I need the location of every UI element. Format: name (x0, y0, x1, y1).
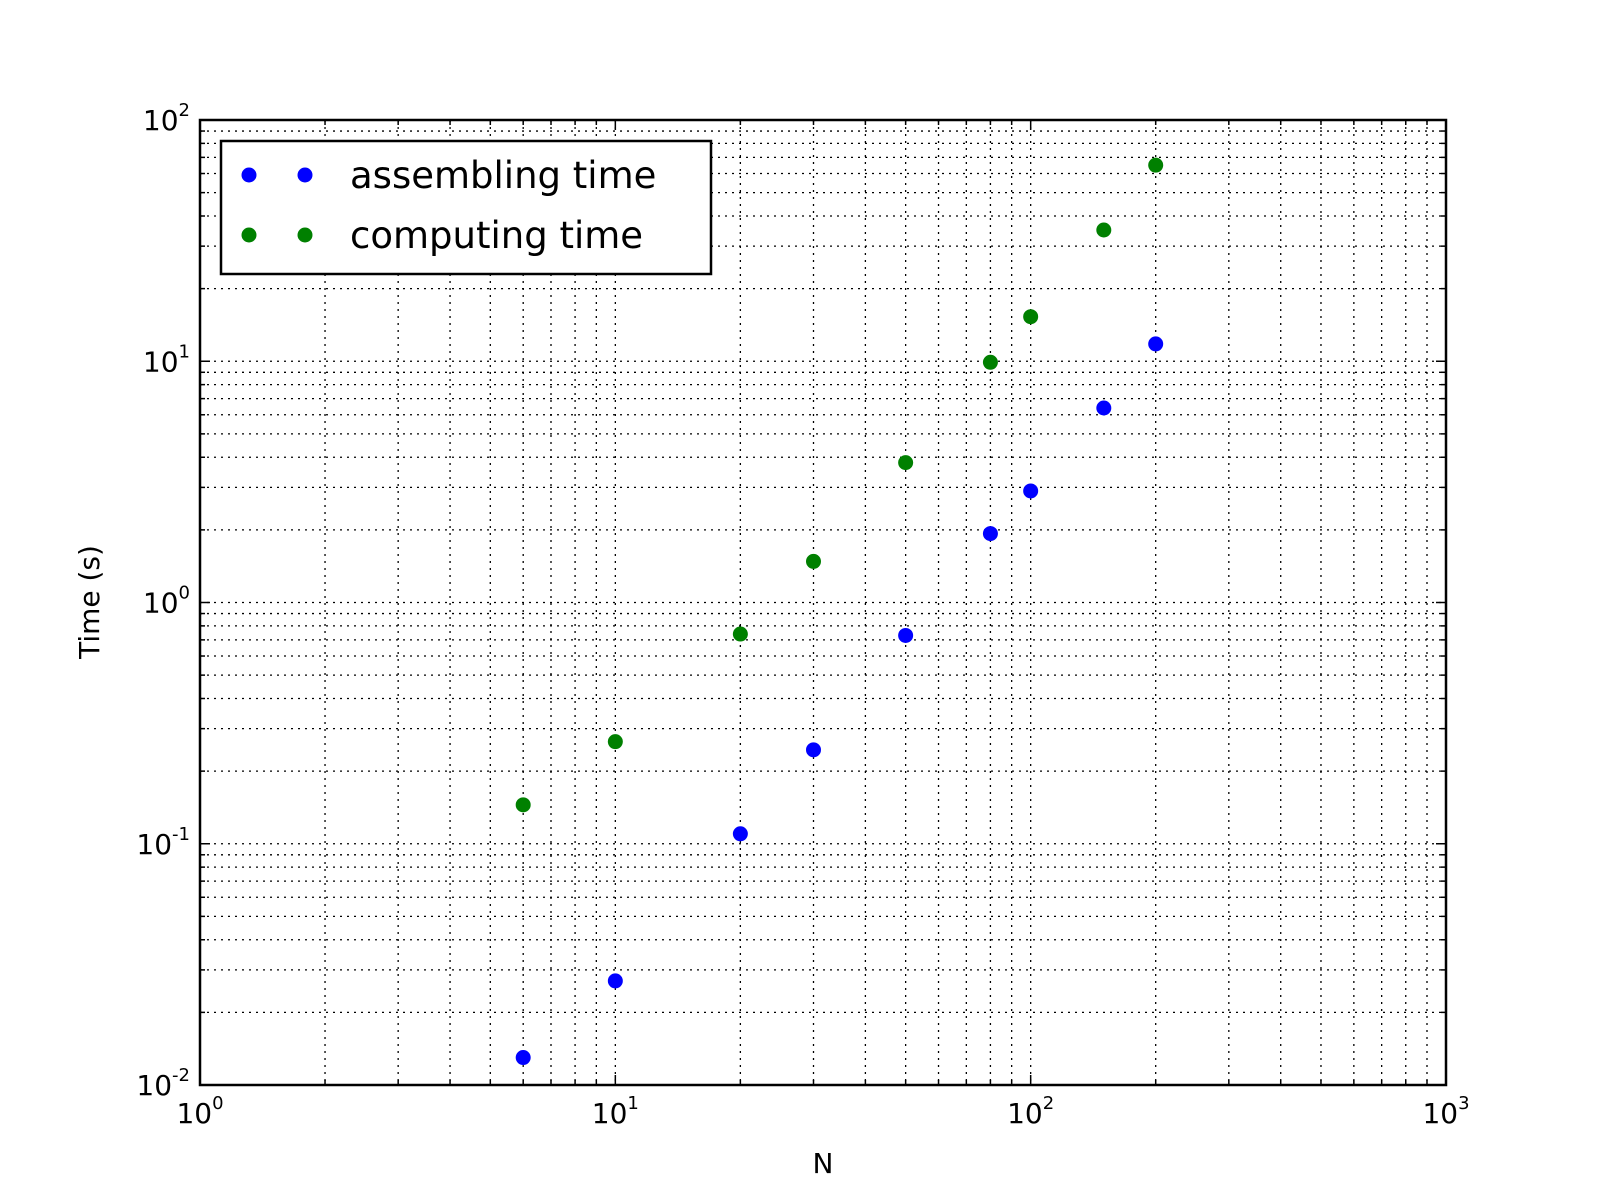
data-point (515, 797, 531, 813)
x-tick-labels: 100 101 102 103 (176, 1093, 1469, 1130)
x-tick-label: 100 (176, 1093, 223, 1130)
legend: assembling time computing time (219, 139, 713, 276)
data-point (1148, 157, 1164, 173)
data-point (607, 973, 623, 989)
x-tick-label: 102 (1007, 1093, 1054, 1130)
x-tick-label: 103 (1422, 1093, 1469, 1130)
x-axis-label: N (813, 1147, 834, 1180)
data-point (1148, 336, 1164, 352)
data-point (982, 354, 998, 370)
legend-marker (241, 167, 257, 183)
data-points (515, 157, 1164, 1066)
data-point (1096, 400, 1112, 416)
y-axis-label: Time (s) (73, 545, 106, 660)
legend-box (219, 139, 713, 276)
plot-frame (198, 118, 1448, 1087)
data-point (1023, 483, 1039, 499)
x-tick-label: 101 (592, 1093, 639, 1130)
data-point (982, 526, 998, 542)
data-point (805, 553, 821, 569)
data-point (1096, 222, 1112, 238)
y-tick-label: 10-1 (136, 824, 190, 861)
legend-marker (297, 227, 313, 243)
data-point (732, 626, 748, 642)
legend-marker (241, 227, 257, 243)
legend-marker (297, 167, 313, 183)
y-tick-label: 100 (143, 583, 190, 620)
data-point (1023, 309, 1039, 325)
data-point (607, 734, 623, 750)
data-point (898, 627, 914, 643)
series-1 (515, 157, 1164, 813)
y-tick-label: 102 (143, 100, 190, 137)
series-0 (515, 336, 1164, 1066)
data-point (898, 455, 914, 471)
legend-label: assembling time (350, 154, 656, 197)
legend-label: computing time (350, 214, 643, 257)
data-point (732, 826, 748, 842)
data-point (805, 742, 821, 758)
y-tick-labels: 10-2 10-1 100 101 102 (136, 100, 190, 1102)
grid (200, 120, 1446, 1085)
y-tick-label: 101 (143, 341, 190, 378)
data-point (515, 1050, 531, 1066)
y-tick-label: 10-2 (136, 1065, 190, 1102)
